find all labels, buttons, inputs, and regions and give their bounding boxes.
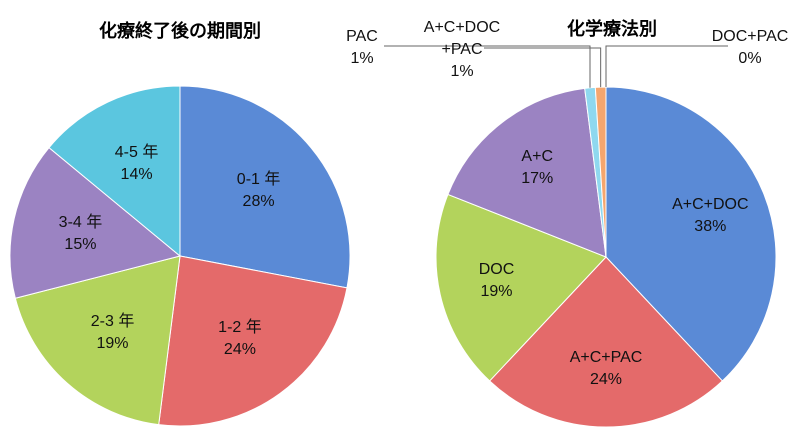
slice-label: 3-4 年 15% xyxy=(59,212,103,256)
pie-slice xyxy=(158,255,348,427)
value-label: 0% xyxy=(738,50,762,67)
category-label: A+C+DOC +PAC xyxy=(423,19,501,58)
category-label: A+C xyxy=(521,148,553,166)
slice-label: A+C 17% xyxy=(521,146,553,190)
category-label: 4-5 年 xyxy=(114,143,159,161)
category-label: A+C+PAC xyxy=(569,349,643,367)
slice-label: A+C+DOC +PAC 1% xyxy=(424,17,500,83)
pie-slice xyxy=(179,85,351,289)
leader-line xyxy=(384,45,591,88)
category-label: 2-3 年 xyxy=(90,312,135,330)
slice-label: DOC 19% xyxy=(479,259,515,303)
value-label: 28% xyxy=(242,192,275,210)
slice-label: A+C+DOC 38% xyxy=(672,194,748,238)
pie-slice xyxy=(14,255,181,426)
slice-label: 4-5 年 14% xyxy=(115,142,159,186)
value-label: 19% xyxy=(96,334,129,352)
category-label: DOC xyxy=(478,261,515,279)
category-label: 1-2 年 xyxy=(218,318,262,336)
leader-line xyxy=(484,47,602,88)
pie-slice xyxy=(447,87,607,258)
value-label: 14% xyxy=(120,165,153,183)
value-label: 15% xyxy=(64,235,97,253)
chart-title: 化学療法別 xyxy=(567,19,657,40)
pie-slice xyxy=(48,85,181,258)
pie-slice xyxy=(435,193,607,382)
category-label: PAC xyxy=(346,28,378,45)
pie-slice xyxy=(9,146,182,299)
slice-label: PAC 1% xyxy=(346,26,378,70)
slice-label: A+C+PAC 24% xyxy=(570,347,643,391)
value-label: 24% xyxy=(223,340,256,358)
chart-title: 化療終了後の期間別 xyxy=(99,21,261,42)
value-label: 1% xyxy=(350,50,374,67)
category-label: 3-4 年 xyxy=(58,213,103,231)
category-label: A+C+DOC xyxy=(672,195,749,213)
leader-line xyxy=(605,45,728,87)
category-label: 0-1 年 xyxy=(236,170,281,188)
value-label: 24% xyxy=(589,371,623,389)
value-label: 38% xyxy=(694,217,727,235)
slice-label: 2-3 年 19% xyxy=(91,311,135,355)
value-label: 17% xyxy=(521,170,554,188)
pie-slice xyxy=(488,256,724,428)
slice-label: 1-2 年 24% xyxy=(218,317,262,361)
slice-label: DOC+PAC 0% xyxy=(712,26,789,70)
slice-label: 0-1 年 28% xyxy=(237,169,281,213)
value-label: 1% xyxy=(450,63,474,80)
value-label: 19% xyxy=(480,283,513,301)
category-label: DOC+PAC xyxy=(711,28,789,45)
pie-slice xyxy=(605,86,777,382)
